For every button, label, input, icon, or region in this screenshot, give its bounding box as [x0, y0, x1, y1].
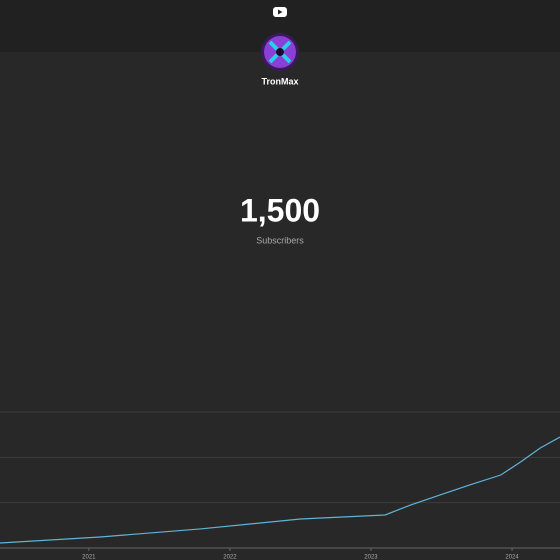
subscriber-line: [0, 436, 560, 544]
chart: 2021 2022 2023 2024: [0, 411, 560, 560]
youtube-icon[interactable]: [273, 7, 287, 17]
subscriber-count: 1,500: [240, 192, 320, 228]
channel-name: TronMax: [261, 76, 298, 86]
x-tick-label: 2021: [82, 555, 96, 560]
x-tick-label: 2024: [505, 555, 519, 560]
x-tick-label: 2022: [223, 555, 237, 560]
channel-avatar[interactable]: [261, 33, 299, 71]
x-tick-label: 2023: [364, 555, 378, 560]
subscriber-label: Subscribers: [256, 235, 304, 245]
